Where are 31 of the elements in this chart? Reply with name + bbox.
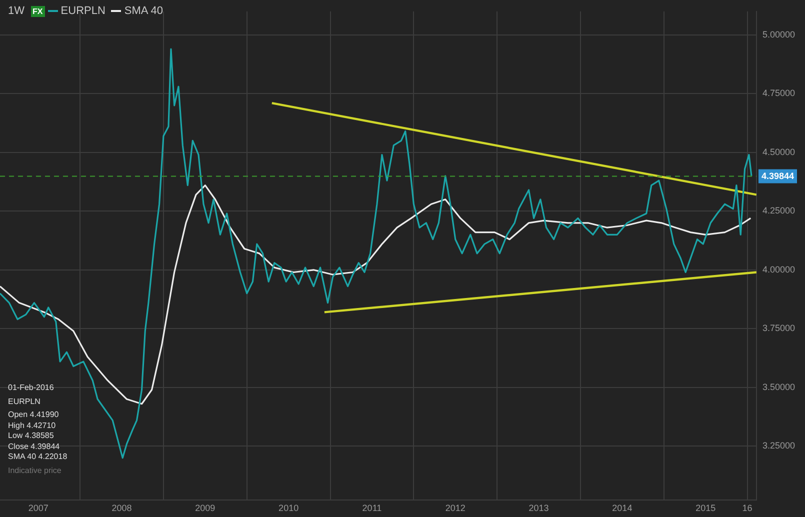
x-tick-label: 2013 [528,503,549,514]
y-tick-label: 4.50000 [762,146,796,157]
x-tick-label: 2007 [28,503,48,514]
annotation: SMA 40 4.22018 [8,452,68,462]
x-tick-label: 2014 [612,503,632,514]
x-tick-label: 2008 [112,503,132,514]
y-tick-label: 4.25000 [762,206,796,216]
x-tick-label: 2011 [362,503,382,514]
annotation: 1W [8,5,24,17]
annotation: Close 4.39844 [8,442,61,452]
annotation: Indicative price [8,466,62,476]
legend-label: SMA 40 [123,5,163,17]
legend-label: EURPLN [60,5,106,17]
y-tick-label: 5.00000 [762,29,796,40]
y-tick-label: 4.00000 [762,264,796,274]
annotation: Open 4.41990 [8,410,60,420]
annotation: High 4.42710 [8,420,57,431]
y-tick-label: 3.75000 [762,323,796,334]
y-tick-label: 3.25000 [762,440,796,451]
annotation: Low 4.38585 [8,431,55,442]
x-tick-label: 16 [742,503,752,514]
y-tick-label: 3.50000 [762,382,796,392]
x-tick-label: 2010 [278,503,299,514]
ref-line-label: 4.39844 [761,170,794,181]
annotation: EURPLN [8,396,42,407]
annotation: FX [30,6,45,17]
annotation: 01-Feb-2016 [8,383,55,394]
x-tick-label: 2015 [696,503,716,514]
x-tick-label: 2009 [195,503,216,514]
x-tick-label: 2012 [445,503,466,514]
y-tick-label: 4.75000 [762,88,796,98]
